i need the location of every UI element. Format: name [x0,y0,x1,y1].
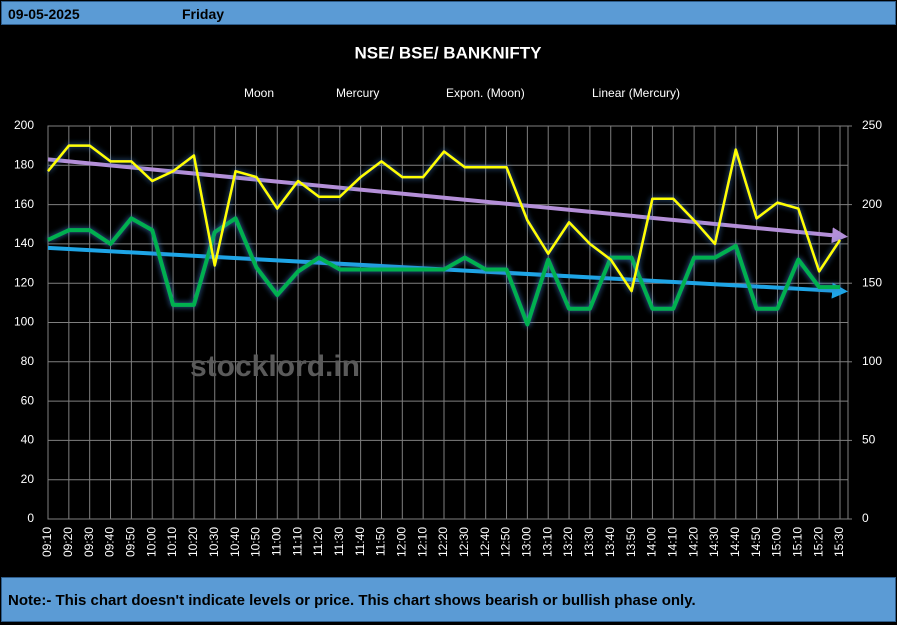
y-tick-label: 180 [14,157,34,171]
y2-tick-label: 150 [862,275,882,289]
series-line [47,144,842,293]
x-tick-label: 09:30 [82,527,96,557]
x-tick-label: 14:50 [749,527,763,557]
x-tick-label: 10:00 [144,527,158,557]
y2-tick-label: 100 [862,354,882,368]
legend-label: Moon [244,86,274,100]
x-tick-label: 11:10 [290,527,304,556]
x-tick-label: 13:40 [603,527,617,557]
x-tick-label: 10:30 [207,527,221,557]
x-tick-label: 12:50 [499,527,513,557]
x-tick-label: 13:10 [540,527,554,557]
x-tick-label: 12:20 [436,527,450,557]
x-tick-label: 12:40 [478,527,492,557]
y2-tick-label: 0 [862,511,869,525]
y-tick-label: 0 [27,511,34,525]
x-tick-label: 15:10 [790,527,804,557]
x-tick-label: 09:40 [103,527,117,557]
y-tick-label: 200 [14,118,34,132]
x-tick-label: 13:00 [520,527,534,557]
chart-title: NSE/ BSE/ BANKNIFTY [354,43,542,62]
legend-label: Linear (Mercury) [592,86,680,100]
x-tick-label: 10:20 [186,527,200,557]
x-tick-label: 11:30 [332,527,346,556]
x-tick-label: 14:10 [665,527,679,557]
x-tick-label: 14:40 [728,527,742,557]
x-tick-label: 14:00 [645,527,659,557]
y-tick-label: 160 [14,197,34,211]
x-tick-label: 10:50 [249,527,263,557]
legend-label: Mercury [336,86,379,100]
y-tick-label: 20 [21,472,35,486]
x-tick-label: 15:30 [832,527,846,557]
y-tick-label: 140 [14,236,34,250]
watermark: stocklord.in [190,350,360,383]
x-tick-label: 09:50 [124,527,138,557]
x-tick-label: 09:20 [61,527,75,557]
y-tick-label: 80 [21,354,35,368]
chart: NSE/ BSE/ BANKNIFTY 0 20 40 60 80 100 120 140 16… [14,43,882,557]
trendline [47,157,848,244]
legend-label: Expon. (Moon) [446,86,525,100]
x-tick-label: 11:20 [311,527,325,556]
y-tick-label: 120 [14,275,34,289]
x-tick-label: 13:30 [582,527,596,557]
plot-border [47,125,849,520]
x-tick-label: 12:00 [394,527,408,557]
y2-tick-label: 250 [862,118,882,132]
x-tick-label: 11:50 [374,527,388,556]
series-line [47,216,840,327]
x-tick-label: 14:30 [707,527,721,557]
x-tick-label: 14:20 [686,527,700,557]
y-tick-label: 40 [21,433,35,447]
x-tick-label: 09:10 [40,527,54,557]
day: Friday [182,6,225,22]
x-tick-label: 10:10 [165,527,179,557]
x-tick-label: 12:10 [415,527,429,557]
x-tick-label: 15:20 [811,527,825,557]
y2-tick-label: 200 [862,197,882,211]
header-bar: 09-05-2025 Friday [1,1,896,25]
y2-tick-label: 50 [862,433,876,447]
date: 09-05-2025 [8,6,80,22]
x-tick-label: 12:30 [457,527,471,557]
y-tick-label: 100 [14,315,34,329]
note: Note:- This chart doesn't indicate level… [8,592,696,609]
x-tick-label: 13:20 [561,527,575,557]
x-tick-label: 15:00 [770,527,784,557]
x-tick-label: 13:50 [624,527,638,557]
x-tick-label: 11:40 [353,527,367,556]
y-tick-label: 60 [21,393,35,407]
x-tick-label: 10:40 [228,527,242,557]
note-bar: Note:- This chart doesn't indicate level… [1,577,896,622]
x-tick-label: 11:00 [269,527,283,556]
